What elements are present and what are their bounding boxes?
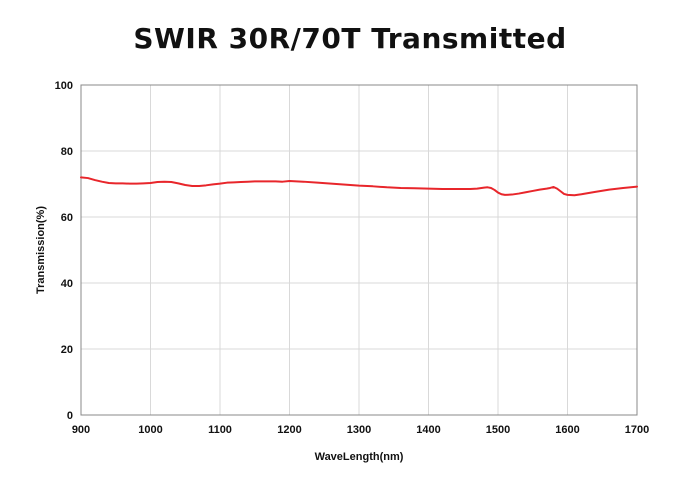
y-axis-title: Transmission(%) bbox=[35, 206, 47, 294]
x-tick-label: 1200 bbox=[277, 424, 301, 436]
x-tick-label: 1100 bbox=[208, 424, 232, 436]
x-tick-label: 1700 bbox=[625, 424, 649, 436]
x-tick-label: 1000 bbox=[138, 424, 162, 436]
y-tick-label: 80 bbox=[61, 146, 73, 158]
series-layer bbox=[80, 176, 638, 197]
y-tick-label: 40 bbox=[61, 278, 73, 290]
x-axis-title: WaveLength(nm) bbox=[315, 451, 404, 463]
x-tick-label: 1500 bbox=[486, 424, 510, 436]
grid bbox=[81, 85, 637, 415]
plot-frame bbox=[80, 84, 638, 416]
x-tick-label: 1400 bbox=[416, 424, 440, 436]
y-tick-label: 20 bbox=[61, 344, 73, 356]
x-tick-label: 900 bbox=[72, 424, 90, 436]
series-line bbox=[80, 176, 638, 197]
x-tick-label: 1300 bbox=[347, 424, 371, 436]
x-tick-label: 1600 bbox=[555, 424, 579, 436]
y-tick-label: 60 bbox=[61, 212, 73, 224]
tick-labels: 900 1000 1100 1200 1300 1400 1500 1600 1700 0 20 40… bbox=[55, 80, 650, 436]
chart-title: SWIR 30R/70T Transmitted bbox=[133, 22, 567, 55]
y-tick-label: 100 bbox=[55, 80, 73, 92]
y-tick-label: 0 bbox=[67, 410, 73, 422]
